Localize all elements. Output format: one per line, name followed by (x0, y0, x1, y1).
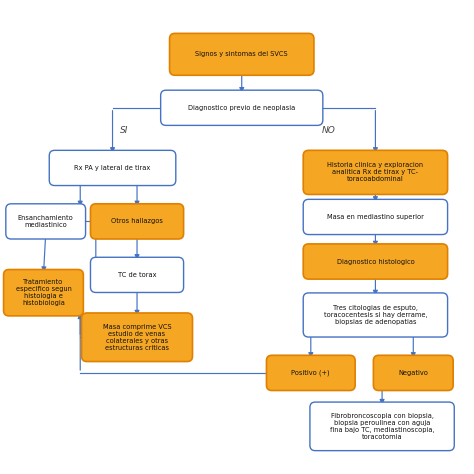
FancyBboxPatch shape (303, 244, 447, 279)
FancyBboxPatch shape (170, 33, 314, 75)
Text: Otros hallazgos: Otros hallazgos (111, 219, 163, 224)
Text: TC de torax: TC de torax (118, 272, 156, 278)
FancyBboxPatch shape (4, 270, 83, 316)
FancyBboxPatch shape (310, 402, 454, 451)
Text: Signos y sintomas del SVCS: Signos y sintomas del SVCS (195, 51, 288, 57)
FancyBboxPatch shape (303, 200, 447, 235)
Text: Ensanchamiento
mediastinico: Ensanchamiento mediastinico (18, 215, 73, 228)
FancyBboxPatch shape (82, 313, 192, 362)
FancyBboxPatch shape (303, 293, 447, 337)
FancyBboxPatch shape (303, 150, 447, 194)
FancyBboxPatch shape (49, 150, 176, 185)
FancyBboxPatch shape (91, 257, 183, 292)
FancyBboxPatch shape (6, 204, 86, 239)
FancyBboxPatch shape (374, 356, 453, 391)
FancyBboxPatch shape (266, 356, 355, 391)
Text: Tratamiento
especifico segun
histologia e
histobiologia: Tratamiento especifico segun histologia … (16, 279, 72, 306)
Text: Diagnostico histologico: Diagnostico histologico (337, 258, 414, 264)
Text: Fibrobroncoscopia con biopsia,
biopsia peroulinea con aguja
fina bajo TC, medias: Fibrobroncoscopia con biopsia, biopsia p… (330, 413, 434, 440)
Text: Tres citologias de esputo,
toracocentesis si hay derrame,
biopsias de adenopatia: Tres citologias de esputo, toracocentesi… (324, 305, 427, 325)
Text: Historia clinica y exploracion
анalitica Rx de tirax y TC-
toracoabdominal: Historia clinica y exploracion анalitica… (328, 163, 423, 182)
FancyBboxPatch shape (91, 204, 183, 239)
Text: Negativo: Negativo (398, 370, 428, 376)
Text: Masa comprime VCS
estudio de venas
colaterales y otras
estructuras criticas: Masa comprime VCS estudio de venas colat… (103, 324, 171, 351)
Text: Positivo (+): Positivo (+) (292, 370, 330, 376)
Text: SI: SI (119, 126, 128, 135)
FancyBboxPatch shape (161, 90, 323, 126)
Text: NO: NO (322, 126, 336, 135)
Text: Masa en mediastino superior: Masa en mediastino superior (327, 214, 424, 220)
Text: Rx PA y lateral de tirax: Rx PA y lateral de tirax (74, 165, 151, 171)
Text: Diagnostico previo de neoplasia: Diagnostico previo de neoplasia (188, 105, 295, 111)
